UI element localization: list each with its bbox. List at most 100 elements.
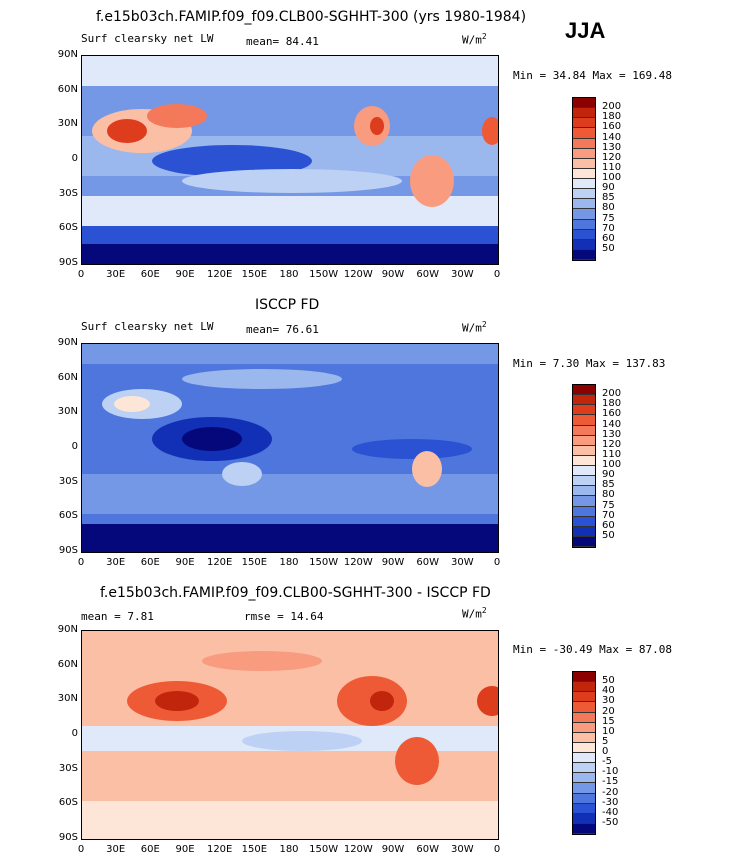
colorbar-level-label: 140 <box>602 418 622 430</box>
lat-tick-label: 60S <box>58 222 78 234</box>
colorbar-level-label: -30 <box>602 796 619 808</box>
panel2-title: ISCCP FD <box>255 297 320 313</box>
lon-tick-label: 180 <box>279 269 299 280</box>
colorbar-swatch <box>573 712 595 723</box>
colorbar-swatch <box>573 753 595 764</box>
lon-tick-label: 120W <box>343 269 373 280</box>
lon-tick-label: 60W <box>416 557 439 568</box>
lon-tick-label: 180 <box>279 557 299 568</box>
panel3-rmse: rmse = 14.64 <box>244 610 324 623</box>
colorbar-swatch <box>573 148 595 159</box>
colorbar-level-label: -15 <box>602 776 619 788</box>
colorbar-swatch <box>573 405 595 416</box>
colorbar-swatch <box>573 108 595 119</box>
colorbar-level-label: 70 <box>602 509 615 521</box>
colorbar-level-label: 100 <box>602 172 622 183</box>
lon-tick-label: 60W <box>416 844 439 855</box>
panel3-mean: mean = 7.81 <box>81 610 154 623</box>
colorbar-swatch <box>573 813 595 824</box>
lon-tick-label: 30E <box>106 844 126 855</box>
colorbar-level-label: 5 <box>602 735 609 747</box>
colorbar-level-label: 40 <box>602 685 615 697</box>
colorbar-2 <box>572 384 596 548</box>
colorbar-level-label: 140 <box>602 131 622 143</box>
panel2-minmax: Min = 7.30 Max = 137.83 <box>513 357 666 370</box>
lon-tick-label: 60W <box>416 269 439 280</box>
panel2-units: W/m2 <box>462 320 487 335</box>
colorbar-swatch <box>573 199 595 210</box>
obs-field <box>82 344 498 552</box>
colorbar-swatch <box>573 466 595 477</box>
map-panel-obs <box>81 343 499 553</box>
colorbar-level-label: 60 <box>602 519 615 531</box>
lat-tick-label: 60S <box>58 797 78 809</box>
lon-tick-label: 0 <box>77 269 85 280</box>
colorbar-level-label: 90 <box>602 182 615 194</box>
lon-tick-label: 90E <box>175 844 195 855</box>
colorbar-swatch <box>573 239 595 250</box>
lat-tick-label: 90N <box>57 624 78 635</box>
colorbar-swatch <box>573 435 595 446</box>
lon-tick-label: 0 <box>493 844 501 855</box>
colorbar-level-label: 130 <box>602 141 622 153</box>
lon-tick-label: 30E <box>106 269 126 280</box>
colorbar-level-label: 30 <box>602 695 615 707</box>
colorbar-swatch <box>573 702 595 713</box>
colorbar-level-label: 50 <box>602 242 615 254</box>
map-panel-model <box>81 55 499 265</box>
colorbar-swatch <box>573 455 595 466</box>
colorbar-swatch <box>573 158 595 169</box>
lon-tick-label: 60E <box>140 269 160 280</box>
colorbar-swatch <box>573 823 595 834</box>
colorbar-level-label: 120 <box>602 151 622 163</box>
season-label: JJA <box>565 18 606 43</box>
panel1-mean: mean= 84.41 <box>246 35 319 48</box>
colorbar-level-label: 160 <box>602 121 622 133</box>
panel1-title: f.e15b03ch.FAMIP.f09_f09.CLB00-SGHHT-300… <box>96 9 527 25</box>
colorbar-swatch <box>573 793 595 804</box>
lon-tick-label: 0 <box>493 557 501 568</box>
colorbar-level-label: 70 <box>602 222 615 234</box>
colorbar-swatch <box>573 168 595 179</box>
lon-tick-label: 150E <box>241 557 268 568</box>
lat-tick-label: 30N <box>57 406 78 418</box>
colorbar-3 <box>572 671 596 835</box>
colorbar-level-label: -50 <box>602 816 619 828</box>
panel3-minmax: Min = -30.49 Max = 87.08 <box>513 643 672 656</box>
colorbar-swatch <box>573 516 595 527</box>
panel1-minmax: Min = 34.84 Max = 169.48 <box>513 69 672 82</box>
colorbar-level-label: 75 <box>602 499 615 511</box>
panel1-units: W/m2 <box>462 32 487 47</box>
lon-tick-label: 150W <box>309 557 339 568</box>
lon-tick-label: 0 <box>77 557 85 568</box>
lon-tick-label: 60E <box>140 844 160 855</box>
lon-tick-label: 90E <box>175 269 195 280</box>
colorbar-level-label: 20 <box>602 705 615 717</box>
colorbar-swatch <box>573 506 595 517</box>
map-panel-diff <box>81 630 499 840</box>
colorbar-swatch <box>573 742 595 753</box>
colorbar-level-label: 120 <box>602 438 622 450</box>
colorbar-swatch <box>573 486 595 497</box>
colorbar-level-label: -40 <box>602 806 619 818</box>
lon-tick-label: 30W <box>451 557 474 568</box>
colorbar-level-label: 180 <box>602 398 622 410</box>
colorbar-level-label: 160 <box>602 408 622 420</box>
lat-tick-label: 90S <box>58 257 78 268</box>
colorbar-swatch <box>573 783 595 794</box>
lon-tick-label: 90W <box>381 557 405 568</box>
lat-tick-label: 60N <box>57 371 78 383</box>
colorbar-swatch <box>573 209 595 220</box>
colorbar-1 <box>572 97 596 261</box>
colorbar-swatch <box>573 763 595 774</box>
lon-tick-label: 60E <box>140 557 160 568</box>
colorbar-level-label: 90 <box>602 469 615 481</box>
lon-tick-label: 120W <box>343 557 373 568</box>
lon-tick-label: 90W <box>381 269 405 280</box>
colorbar-swatch <box>573 773 595 784</box>
colorbar-swatch <box>573 229 595 240</box>
colorbar-level-label: 85 <box>602 479 615 491</box>
colorbar-swatch <box>573 445 595 456</box>
lon-tick-label: 150E <box>241 844 268 855</box>
panel2-mean: mean= 76.61 <box>246 323 319 336</box>
